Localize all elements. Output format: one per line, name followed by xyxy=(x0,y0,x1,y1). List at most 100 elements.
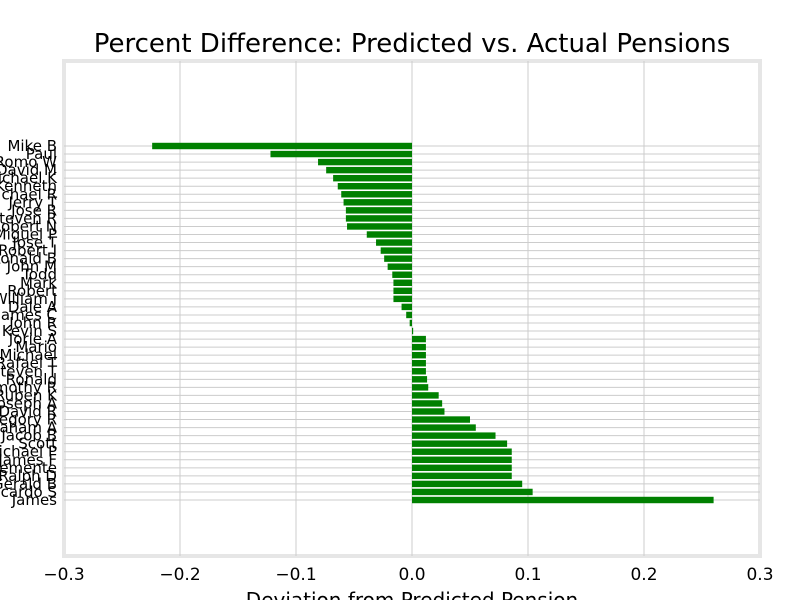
category-label: Ricardo S xyxy=(0,483,57,501)
bar xyxy=(318,158,412,166)
x-axis-label: Deviation from Predicted Pension xyxy=(246,588,578,600)
bar xyxy=(366,231,412,238)
category-label: Steven T xyxy=(0,362,58,380)
bar xyxy=(412,432,496,439)
category-label: Dale A xyxy=(8,298,58,316)
category-label: Jose T xyxy=(11,234,57,252)
bar xyxy=(270,150,412,158)
category-label: Jorie A xyxy=(8,330,58,348)
category-label: Jacob B xyxy=(0,427,57,445)
category-label: Joseph A xyxy=(0,394,58,412)
category-label: William J xyxy=(0,290,57,308)
category-label: Steven R xyxy=(0,209,57,227)
bar xyxy=(406,311,412,319)
category-label: David M xyxy=(0,161,57,179)
category-label: Ronald xyxy=(6,370,57,388)
category-label: Michael K xyxy=(0,169,58,187)
category-label: Paul xyxy=(26,145,57,163)
category-label: Mark xyxy=(20,274,57,292)
category-label: Robert I xyxy=(0,242,57,260)
x-tick-label: −0.2 xyxy=(159,565,200,585)
x-tick-label: −0.1 xyxy=(275,565,316,585)
category-label: Michael R xyxy=(0,185,57,203)
category-label: John M xyxy=(6,258,57,276)
bar xyxy=(412,400,443,407)
bar xyxy=(412,335,426,343)
bar xyxy=(412,496,714,504)
bar xyxy=(345,207,412,214)
bar xyxy=(401,303,412,311)
x-tick-label: −0.3 xyxy=(43,565,84,585)
category-label: David R xyxy=(0,403,57,421)
bar xyxy=(412,343,426,351)
bar xyxy=(412,448,512,455)
bar xyxy=(412,368,426,375)
category-label: Scott xyxy=(18,435,57,453)
x-tick-label: 0.1 xyxy=(514,565,541,585)
bar xyxy=(412,464,512,472)
category-label: James C xyxy=(0,306,57,324)
category-label: James xyxy=(11,491,57,509)
category-label: Jerry T xyxy=(7,193,57,211)
bar xyxy=(412,351,426,359)
bar xyxy=(341,191,412,198)
category-label: Gerald B xyxy=(0,475,57,493)
x-tick-label: 0.2 xyxy=(630,565,657,585)
bar xyxy=(412,472,512,480)
bar xyxy=(412,416,470,423)
category-label: Kevin S xyxy=(2,322,57,340)
bar xyxy=(380,247,412,254)
category-label: Romo W xyxy=(0,153,57,171)
bar xyxy=(384,255,412,262)
category-label: Rafael T xyxy=(0,354,58,372)
category-label: Mario xyxy=(15,338,57,356)
x-tick-label: 0.0 xyxy=(398,565,425,585)
bar xyxy=(337,183,412,190)
bar xyxy=(412,384,429,391)
bar xyxy=(333,174,412,182)
category-label: Mike B xyxy=(7,137,57,155)
category-label: Robert N xyxy=(0,217,57,235)
x-tick-label: 0.3 xyxy=(746,565,773,585)
category-label: Miguel P xyxy=(0,226,57,244)
bar xyxy=(409,319,412,327)
bar xyxy=(393,279,412,286)
bar xyxy=(392,271,412,278)
bar xyxy=(412,480,523,488)
category-label: Michael P xyxy=(0,443,57,461)
category-label: Todd xyxy=(21,266,57,284)
category-label: Timothy R xyxy=(0,378,57,396)
category-label: Clemente xyxy=(0,459,57,477)
bar xyxy=(347,223,412,230)
bar xyxy=(412,392,439,399)
bar xyxy=(393,295,412,303)
bar xyxy=(412,327,414,335)
bar xyxy=(412,488,533,496)
bar xyxy=(326,166,412,174)
x-tick-labels: −0.3 −0.2 −0.1 0.0 0.1 0.2 0.3 xyxy=(43,565,773,585)
category-label: Ralph D xyxy=(0,467,57,485)
chart-title: Percent Difference: Predicted vs. Actual… xyxy=(94,29,731,59)
category-label: Jose R xyxy=(10,201,57,219)
category-label: Kenneth xyxy=(0,177,57,195)
category-label: Ruben K xyxy=(0,386,58,404)
bar xyxy=(412,360,426,367)
bar xyxy=(343,199,412,206)
bar xyxy=(345,215,412,222)
category-label: Graham A xyxy=(0,419,58,437)
category-label: James F xyxy=(0,451,57,469)
bars xyxy=(152,142,714,504)
category-label: Ronald B xyxy=(0,250,57,268)
category-label: Gregory R xyxy=(0,411,57,429)
bar xyxy=(412,408,445,415)
bar xyxy=(412,440,508,447)
bar xyxy=(412,456,512,463)
bar xyxy=(393,287,412,295)
category-label: Michael xyxy=(0,346,57,364)
bar xyxy=(412,424,476,431)
bar xyxy=(412,376,428,383)
category-label: Robert xyxy=(7,282,57,300)
category-label: John R xyxy=(8,314,57,332)
